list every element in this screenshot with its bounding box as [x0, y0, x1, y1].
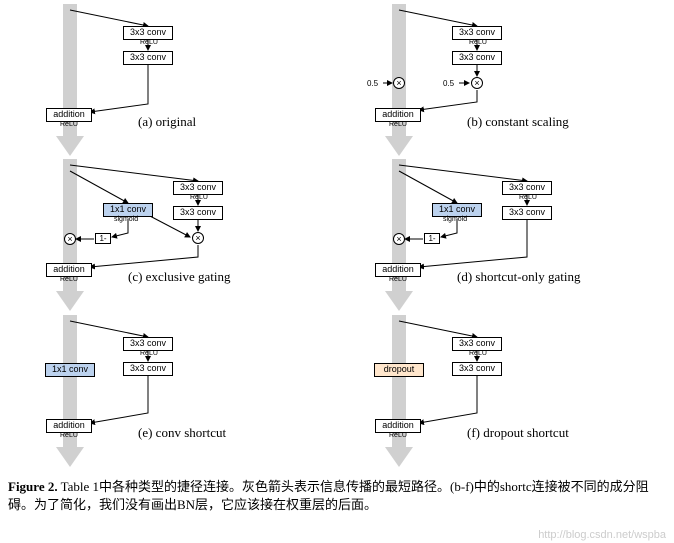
- relu1: ReLU: [190, 194, 208, 201]
- panel-b-label: (b) constant scaling: [467, 114, 569, 130]
- addition-box: addition: [375, 108, 421, 122]
- caption-text: Table 1中各种类型的捷径连接。灰色箭头表示信息传播的最短路径。(b-f)中…: [8, 479, 649, 512]
- panel-a-label: (a) original: [138, 114, 196, 130]
- panel-f: 3x3 conv ReLU 3x3 conv dropout addition …: [337, 315, 666, 470]
- relu-out: ReLU: [389, 276, 407, 283]
- relu1: ReLU: [469, 350, 487, 357]
- conv1x1-gate: 1x1 conv: [432, 203, 482, 217]
- relu1: ReLU: [140, 350, 158, 357]
- panel-f-label: (f) dropout shortcut: [467, 425, 569, 441]
- panel-e-label: (e) conv shortcut: [138, 425, 226, 441]
- conv1x1-shortcut: 1x1 conv: [45, 363, 95, 377]
- conv2-box: 3x3 conv: [452, 51, 502, 65]
- relu1: ReLU: [519, 194, 537, 201]
- conv1-box: 3x3 conv: [452, 26, 502, 40]
- half-left: 0.5: [367, 79, 378, 88]
- conv3x3-1: 3x3 conv: [173, 181, 223, 195]
- relu1-label: ReLU: [140, 39, 158, 46]
- conv3x3-1: 3x3 conv: [502, 181, 552, 195]
- mult-main-circle: ×: [471, 77, 483, 89]
- panel-grid: 3x3 conv ReLU 3x3 conv addition ReLU (a)…: [0, 0, 674, 470]
- half-right: 0.5: [443, 79, 454, 88]
- panel-c: 3x3 conv ReLU 3x3 conv 1x1 conv sigmoid …: [8, 159, 337, 314]
- conv3x3-2: 3x3 conv: [502, 206, 552, 220]
- conv3x3-1: 3x3 conv: [123, 337, 173, 351]
- watermark: http://blog.csdn.net/wspba: [538, 529, 666, 541]
- relu-out-label: ReLU: [60, 121, 78, 128]
- panel-a: 3x3 conv ReLU 3x3 conv addition ReLU (a)…: [8, 4, 337, 159]
- panel-e: 3x3 conv ReLU 3x3 conv 1x1 conv addition…: [8, 315, 337, 470]
- conv3x3-1: 3x3 conv: [452, 337, 502, 351]
- dropout-shortcut: dropout: [374, 363, 424, 377]
- figure-caption: Figure 2. Table 1中各种类型的捷径连接。灰色箭头表示信息传播的最…: [8, 478, 666, 513]
- relu-out-label: ReLU: [389, 121, 407, 128]
- conv2-box: 3x3 conv: [123, 51, 173, 65]
- conv3x3-2: 3x3 conv: [173, 206, 223, 220]
- panel-d-label: (d) shortcut-only gating: [457, 269, 580, 285]
- relu-out: ReLU: [389, 432, 407, 439]
- relu1-label: ReLU: [469, 39, 487, 46]
- conv1-box: 3x3 conv: [123, 26, 173, 40]
- sigmoid-label: sigmoid: [114, 216, 138, 223]
- figure-label: Figure 2.: [8, 479, 58, 494]
- panel-b: 3x3 conv ReLU 3x3 conv × × 0.5 0.5 addit…: [337, 4, 666, 159]
- addition-box: addition: [375, 419, 421, 433]
- addition-box: addition: [46, 419, 92, 433]
- relu-out: ReLU: [60, 432, 78, 439]
- addition-box: addition: [46, 263, 92, 277]
- panel-c-label: (c) exclusive gating: [128, 269, 231, 285]
- mult-shortcut-circle: ×: [393, 77, 405, 89]
- one-minus: 1-: [424, 233, 440, 244]
- conv3x3-2: 3x3 conv: [123, 362, 173, 376]
- conv1x1-gate: 1x1 conv: [103, 203, 153, 217]
- addition-box: addition: [375, 263, 421, 277]
- one-minus: 1-: [95, 233, 111, 244]
- conv3x3-2: 3x3 conv: [452, 362, 502, 376]
- addition-box: addition: [46, 108, 92, 122]
- panel-d: 3x3 conv ReLU 3x3 conv 1x1 conv sigmoid …: [337, 159, 666, 314]
- relu-out: ReLU: [60, 276, 78, 283]
- sigmoid-label: sigmoid: [443, 216, 467, 223]
